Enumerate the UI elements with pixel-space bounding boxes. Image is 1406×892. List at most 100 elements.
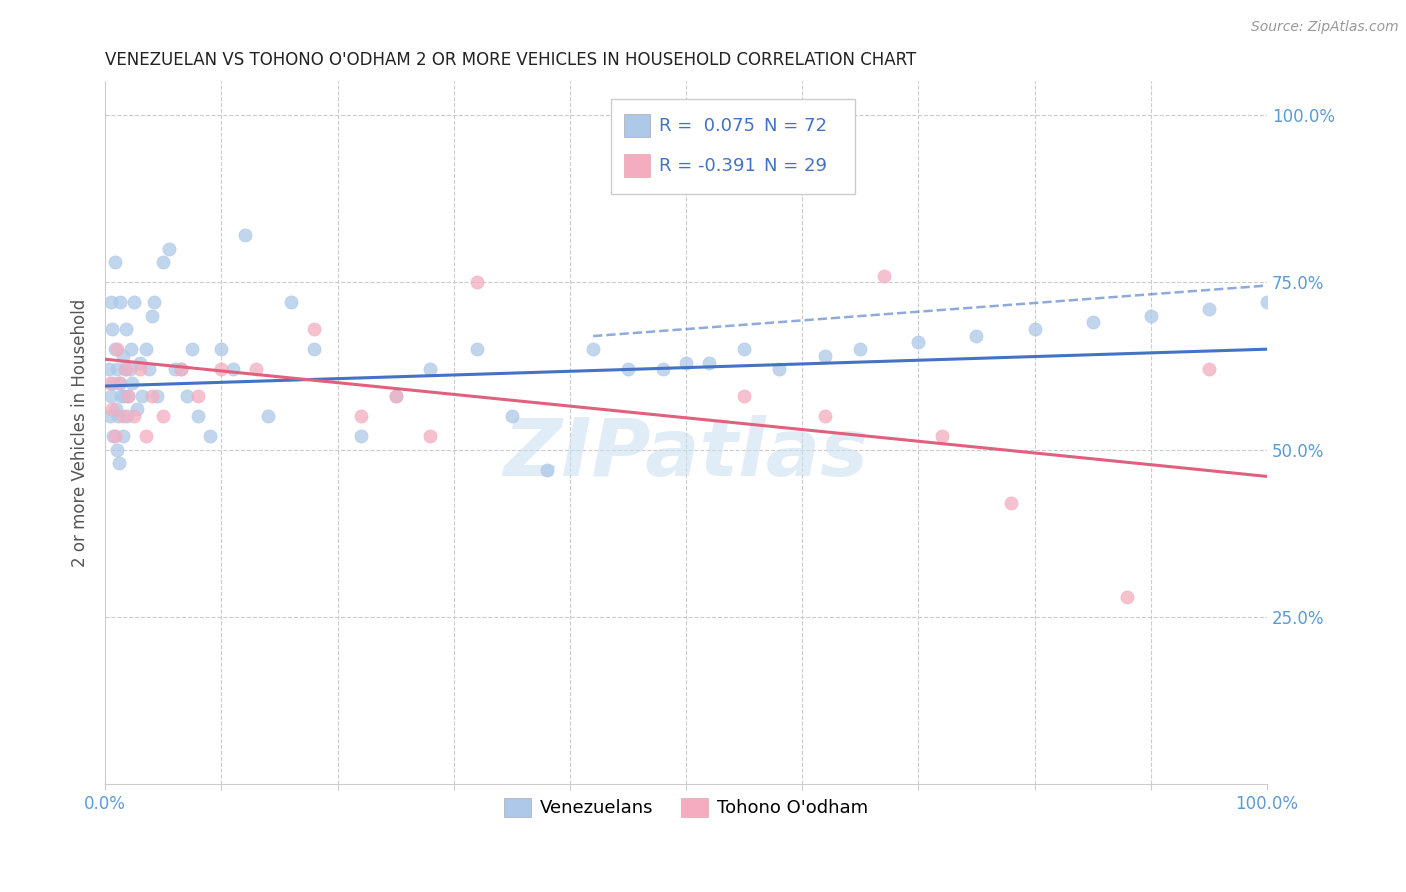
Point (100, 295, 122, 310)
Point (103, 429, 125, 443)
Point (143, 295, 166, 310)
Point (931, 429, 953, 443)
Point (872, 268, 894, 283)
Point (280, 295, 302, 310)
Point (141, 309, 163, 323)
Point (108, 376, 131, 390)
Point (105, 362, 128, 376)
Point (112, 389, 135, 403)
Point (105, 342, 128, 356)
Point (98, 376, 121, 390)
Point (129, 362, 152, 376)
Point (1198, 301, 1220, 316)
Text: N = 29: N = 29 (763, 157, 827, 175)
Point (617, 362, 640, 376)
Point (966, 328, 988, 343)
Point (107, 409, 129, 424)
Point (105, 442, 128, 457)
Point (152, 409, 174, 424)
Text: R =  0.075: R = 0.075 (659, 117, 755, 135)
Point (121, 376, 143, 390)
Point (110, 389, 132, 403)
Point (101, 322, 124, 336)
Legend: Venezuelans, Tohono O'odham: Venezuelans, Tohono O'odham (496, 791, 876, 824)
Point (117, 389, 139, 403)
Point (651, 362, 673, 376)
Point (103, 376, 125, 390)
Point (245, 362, 267, 376)
Point (111, 429, 134, 443)
Point (419, 429, 441, 443)
Point (103, 429, 125, 443)
Point (157, 242, 180, 256)
Point (135, 342, 157, 356)
Point (103, 342, 125, 356)
FancyBboxPatch shape (624, 114, 650, 136)
Point (117, 389, 139, 403)
Point (1198, 362, 1220, 376)
Point (465, 275, 488, 289)
Point (103, 255, 125, 269)
Point (222, 362, 245, 376)
Point (1116, 590, 1139, 604)
Point (97, 362, 120, 376)
Text: ZIPatlas: ZIPatlas (503, 415, 869, 493)
Point (419, 362, 441, 376)
Point (146, 389, 169, 403)
Point (110, 295, 132, 310)
Point (138, 362, 160, 376)
Point (98, 409, 121, 424)
Point (115, 322, 138, 336)
Point (1256, 295, 1278, 310)
Point (1024, 322, 1046, 336)
Point (129, 355, 152, 369)
Point (384, 389, 406, 403)
Point (163, 362, 186, 376)
Point (152, 255, 174, 269)
Point (181, 342, 204, 356)
Point (100, 389, 122, 403)
Point (501, 409, 523, 424)
Point (304, 322, 326, 336)
Point (1000, 496, 1022, 510)
Point (209, 342, 232, 356)
Point (104, 402, 127, 417)
Point (125, 402, 148, 417)
Point (122, 409, 145, 424)
Point (120, 342, 142, 356)
Point (304, 342, 326, 356)
FancyBboxPatch shape (624, 154, 650, 177)
Point (118, 362, 141, 376)
Point (170, 362, 193, 376)
Point (187, 409, 209, 424)
Point (257, 409, 280, 424)
Text: VENEZUELAN VS TOHONO O'ODHAM 2 OR MORE VEHICLES IN HOUSEHOLD CORRELATION CHART: VENEZUELAN VS TOHONO O'ODHAM 2 OR MORE V… (105, 51, 917, 69)
Point (536, 463, 558, 477)
Y-axis label: 2 or more Vehicles in Household: 2 or more Vehicles in Household (72, 299, 89, 567)
Point (697, 355, 720, 369)
Point (350, 429, 373, 443)
Point (582, 342, 605, 356)
Point (108, 456, 131, 470)
FancyBboxPatch shape (610, 99, 855, 194)
Point (1139, 309, 1161, 323)
Text: N = 72: N = 72 (763, 117, 827, 135)
Point (135, 429, 157, 443)
Point (111, 349, 134, 363)
Point (768, 362, 790, 376)
Point (131, 389, 153, 403)
Point (198, 429, 221, 443)
Point (117, 409, 139, 424)
Point (187, 389, 209, 403)
Point (675, 355, 697, 369)
Point (233, 228, 256, 243)
Point (907, 335, 929, 350)
Point (350, 409, 373, 424)
Point (101, 402, 124, 417)
Point (384, 389, 406, 403)
Point (176, 389, 198, 403)
Point (733, 389, 755, 403)
Text: R = -0.391: R = -0.391 (659, 157, 756, 175)
Point (733, 342, 755, 356)
Point (122, 295, 145, 310)
